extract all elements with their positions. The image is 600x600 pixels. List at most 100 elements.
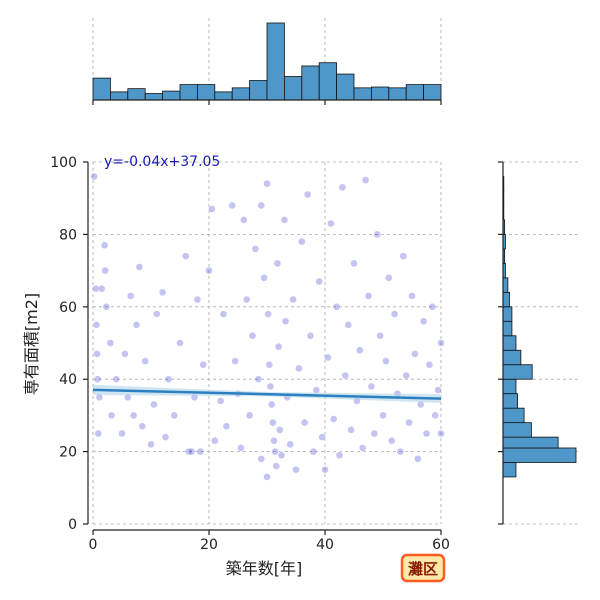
right-histogram-bar (502, 349, 522, 366)
scatter-point (184, 447, 193, 456)
scatter-point (263, 180, 271, 188)
scatter-point (93, 350, 101, 358)
scatter-point (399, 252, 407, 260)
scatter-point (199, 361, 207, 369)
scatter-point (405, 418, 413, 427)
scatter-point (318, 433, 326, 441)
y-axis-title: 専有面積[m2] (22, 293, 41, 395)
scatter-point (129, 411, 138, 420)
main-grid (92, 161, 442, 525)
top-histogram-bar (318, 62, 338, 101)
scatter-point (193, 295, 202, 304)
scatter-point (338, 183, 347, 192)
scatter-point (292, 466, 300, 474)
right-histogram-bar (502, 393, 519, 409)
main-axes (83, 161, 442, 535)
top-histogram-bar (214, 91, 233, 101)
scatter-point (327, 219, 335, 228)
scatter-point (431, 411, 439, 420)
scatter-point (112, 375, 120, 383)
top-histogram-bar (405, 84, 425, 101)
scatter-point (422, 429, 431, 438)
scatter-point (298, 237, 306, 246)
scatter-point (274, 342, 283, 351)
scatter-point (269, 418, 277, 427)
x-axis-title: 築年数[年] (226, 559, 303, 578)
scatter-point (90, 172, 98, 181)
scatter-point (222, 422, 231, 430)
right-histogram-bar (502, 364, 533, 380)
scatter-point (251, 245, 260, 253)
scatter-point (390, 310, 399, 318)
scatter-point (361, 176, 370, 184)
scatter-point (402, 371, 410, 380)
scatter-points (90, 172, 445, 481)
y-tick-labels: 0 20 40 60 80 100 (50, 155, 77, 533)
scatter-point (419, 317, 428, 325)
scatter-point (102, 303, 111, 311)
scatter-point (170, 411, 178, 420)
x-tick-label: 0 (89, 537, 98, 553)
top-histogram-bar (336, 73, 355, 101)
right-histogram-bar (502, 320, 513, 337)
right-histogram (502, 176, 577, 478)
scatter-point (359, 444, 367, 452)
top-histogram-bar (423, 84, 442, 101)
scatter-point (306, 332, 315, 340)
scatter-point (161, 433, 170, 441)
scatter-point (376, 332, 384, 340)
scatter-point (408, 292, 416, 300)
right-histogram-bar (502, 407, 525, 424)
top-histogram-bar (266, 22, 285, 101)
right-histogram-bar (502, 335, 517, 351)
scatter-point (428, 303, 436, 311)
scatter-point (425, 361, 434, 369)
scatter-point (141, 357, 149, 365)
scatter-point (164, 375, 173, 383)
right-histogram-bar (502, 306, 513, 322)
scatter-point (396, 447, 405, 456)
scatter-point (93, 375, 102, 383)
scatter-point (341, 371, 349, 380)
y-tick-label: 20 (59, 445, 77, 461)
top-histogram-bar (144, 93, 163, 101)
scatter-point (273, 259, 282, 268)
top-histogram-bar (110, 91, 129, 101)
scatter-point (219, 310, 228, 318)
scatter-point (92, 321, 101, 329)
scatter-point (228, 201, 236, 210)
scatter-point (437, 339, 445, 347)
scatter-point (277, 451, 286, 459)
scatter-point (364, 292, 373, 300)
top-histogram-bar (92, 77, 111, 101)
regression-line (92, 388, 442, 400)
scatter-point (263, 473, 271, 481)
scatter-point (373, 230, 381, 239)
scatter-point (370, 429, 378, 438)
scatter-point (158, 288, 167, 297)
scatter-point (437, 429, 445, 438)
scatter-point (411, 350, 419, 358)
x-tick-label: 20 (200, 537, 218, 553)
top-histogram-bar (249, 80, 268, 101)
scatter-point (267, 400, 276, 409)
scatter-point (257, 455, 265, 463)
scatter-point (245, 411, 254, 420)
top-histogram-bar (179, 84, 198, 101)
scatter-point (135, 263, 144, 271)
scatter-point (272, 462, 280, 470)
scatter-point (101, 266, 109, 275)
right-histogram-ticks (498, 161, 503, 525)
scatter-point (303, 190, 312, 199)
scatter-point (379, 411, 387, 420)
scatter-point (150, 400, 158, 409)
top-histogram-bar (301, 65, 320, 101)
scatter-point (388, 437, 396, 445)
x-tick-labels: 0 20 40 60 (89, 537, 450, 553)
scatter-point (312, 386, 320, 394)
scatter-point (356, 346, 364, 354)
scatter-point (107, 411, 116, 420)
scatter-point (118, 429, 126, 438)
scatter-point (240, 216, 248, 224)
